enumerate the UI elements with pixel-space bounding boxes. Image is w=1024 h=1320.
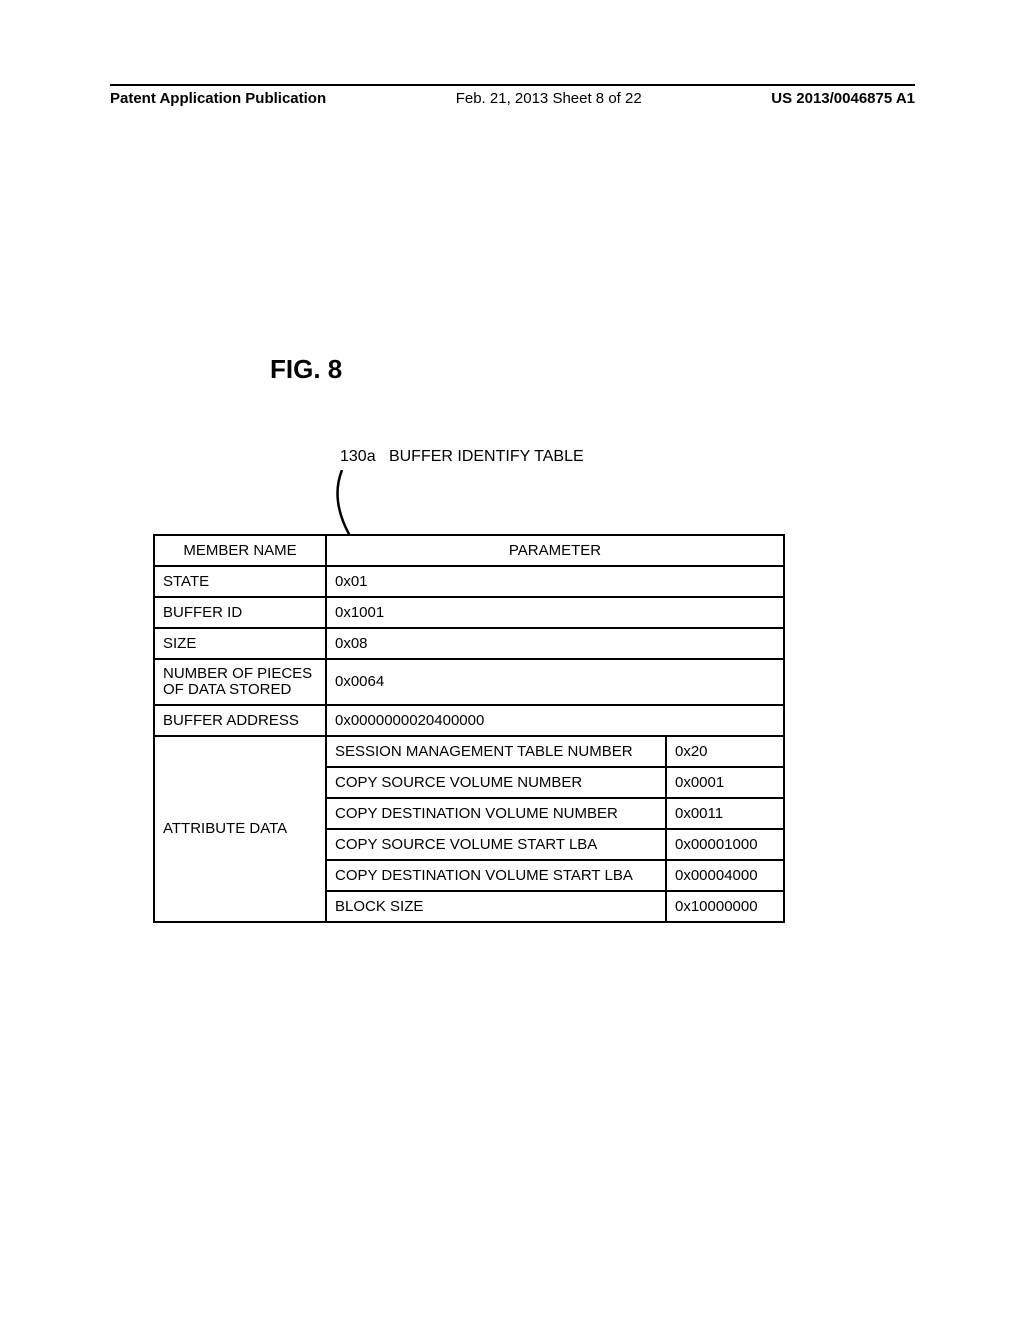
page-header: Patent Application Publication Feb. 21, … [110, 90, 915, 107]
cell-member: STATE [154, 566, 326, 597]
cell-attr-label: COPY SOURCE VOLUME START LBA [326, 829, 666, 860]
cell-value: 0x08 [326, 628, 784, 659]
cell-attr-value: 0x00004000 [666, 860, 784, 891]
cell-attr-value: 0x0011 [666, 798, 784, 829]
cell-member: SIZE [154, 628, 326, 659]
table-row: BUFFER ADDRESS 0x0000000020400000 [154, 705, 784, 736]
table-row: SIZE 0x08 [154, 628, 784, 659]
figure-label: FIG. 8 [270, 354, 342, 385]
cell-member-line1: NUMBER OF PIECES [163, 665, 312, 682]
header-center: Feb. 21, 2013 Sheet 8 of 22 [456, 90, 642, 107]
cell-attr-label: COPY DESTINATION VOLUME NUMBER [326, 798, 666, 829]
cell-member-attribute: ATTRIBUTE DATA [154, 736, 326, 922]
callout-title: BUFFER IDENTIFY TABLE [389, 448, 584, 465]
cell-value: 0x1001 [326, 597, 784, 628]
callout-leader-icon [334, 470, 374, 536]
table-row: ATTRIBUTE DATA SESSION MANAGEMENT TABLE … [154, 736, 784, 767]
cell-member-line2: OF DATA STORED [163, 681, 291, 698]
cell-attr-label: SESSION MANAGEMENT TABLE NUMBER [326, 736, 666, 767]
cell-attr-label: BLOCK SIZE [326, 891, 666, 922]
cell-attr-value: 0x10000000 [666, 891, 784, 922]
table-row: STATE 0x01 [154, 566, 784, 597]
header-rule [110, 84, 915, 86]
cell-attr-label: COPY SOURCE VOLUME NUMBER [326, 767, 666, 798]
head-member: MEMBER NAME [154, 535, 326, 566]
buffer-identify-table: MEMBER NAME PARAMETER STATE 0x01 BUFFER … [153, 534, 785, 923]
callout-ref: 130a [340, 448, 376, 465]
table-row: BUFFER ID 0x1001 [154, 597, 784, 628]
header-left: Patent Application Publication [110, 90, 326, 107]
table-head-row: MEMBER NAME PARAMETER [154, 535, 784, 566]
head-parameter: PARAMETER [326, 535, 784, 566]
cell-value: 0x0000000020400000 [326, 705, 784, 736]
cell-value: 0x0064 [326, 659, 784, 705]
page: Patent Application Publication Feb. 21, … [0, 0, 1024, 1320]
cell-attr-value: 0x0001 [666, 767, 784, 798]
table-callout: 130a BUFFER IDENTIFY TABLE [340, 448, 584, 466]
table-row: NUMBER OF PIECES OF DATA STORED 0x0064 [154, 659, 784, 705]
cell-attr-value: 0x20 [666, 736, 784, 767]
cell-member: BUFFER ADDRESS [154, 705, 326, 736]
cell-member: NUMBER OF PIECES OF DATA STORED [154, 659, 326, 705]
cell-attr-label: COPY DESTINATION VOLUME START LBA [326, 860, 666, 891]
cell-value: 0x01 [326, 566, 784, 597]
cell-member: BUFFER ID [154, 597, 326, 628]
header-right: US 2013/0046875 A1 [771, 90, 915, 107]
cell-attr-value: 0x00001000 [666, 829, 784, 860]
